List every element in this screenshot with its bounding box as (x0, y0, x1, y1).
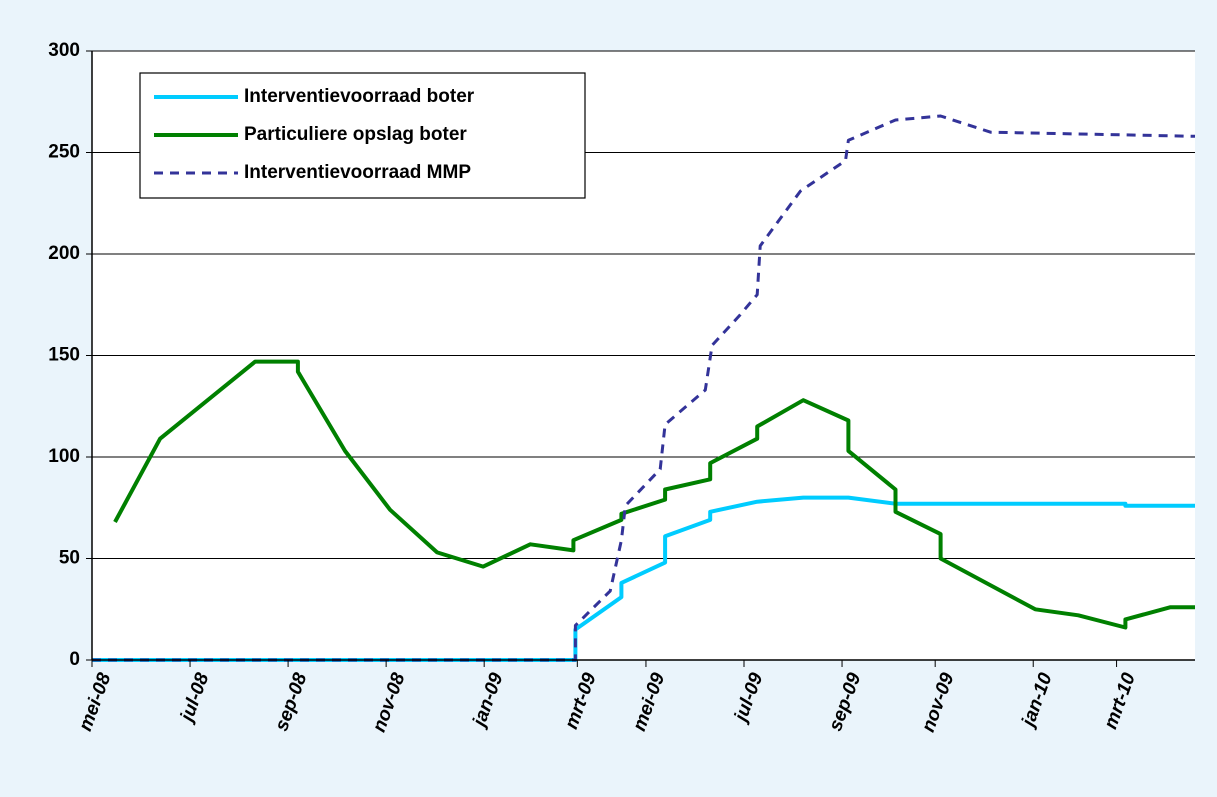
y-tick-label: 0 (69, 649, 80, 670)
y-tick-label: 250 (48, 142, 80, 163)
series-line (92, 495, 1195, 662)
lines (92, 114, 1196, 662)
y-tick-label: 300 (48, 40, 80, 61)
legend: Interventievoorraad boter Particuliere op… (139, 72, 586, 199)
series-line (113, 359, 1195, 630)
y-tick-label: 50 (59, 548, 80, 569)
y-tick-label: 100 (48, 446, 80, 467)
legend-label: Interventievoorraad boter (244, 86, 475, 107)
y-tick-label: 150 (48, 345, 80, 366)
legend-label: Interventievoorraad MMP (244, 162, 471, 183)
y-tick-label: 200 (48, 243, 80, 264)
legend-label: Particuliere opslag boter (244, 124, 467, 145)
series-line (92, 114, 1196, 662)
